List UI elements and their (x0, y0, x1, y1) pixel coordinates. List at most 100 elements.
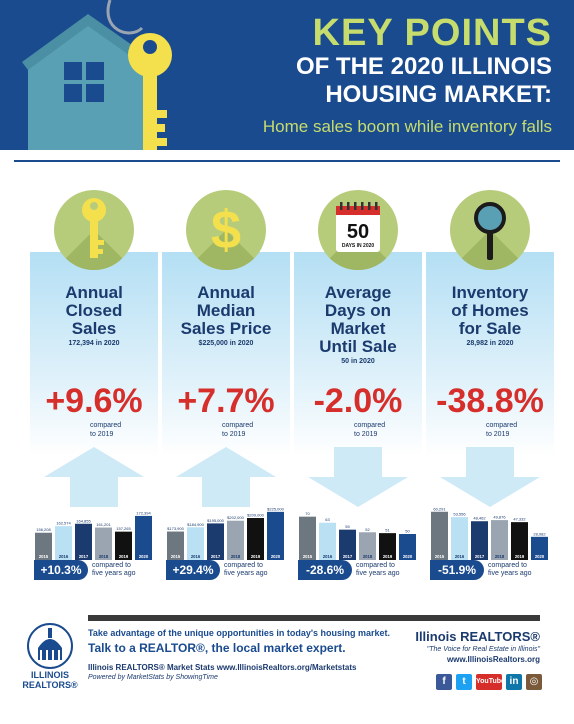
compared-line: compared (90, 422, 122, 429)
card-title-line: Median (196, 301, 256, 320)
compared-line: to 2019 (486, 431, 510, 438)
bar-year-label: 2018 (363, 554, 373, 559)
five-year-line: compared to (488, 562, 527, 569)
bar-year-label: 2020 (139, 554, 149, 559)
bar-value-label: 47,332 (513, 517, 526, 522)
header-banner: KEY POINTS OF THE 2020 ILLINOIS HOUSING … (0, 0, 574, 150)
card-compared-text: compared to 2019 (222, 421, 253, 439)
bar (55, 526, 72, 560)
youtube-icon[interactable]: YouTube (476, 674, 505, 690)
bar-value-label: 162,574 (56, 521, 71, 526)
arrow-down-icon (440, 447, 540, 507)
card-title-line: Annual (65, 283, 123, 302)
bar-year-label: 2019 (515, 554, 525, 559)
bar-value-label: 55 (345, 524, 350, 529)
five-year-text: compared to five years ago (224, 562, 268, 578)
bar-value-label: 48,462 (473, 516, 486, 521)
bar (511, 522, 528, 560)
five-year-line: five years ago (356, 570, 400, 577)
five-year-text: compared to five years ago (488, 562, 532, 578)
five-year-change: -51.9% compared to five years ago (430, 560, 550, 582)
card-title: Annual Closed Sales (30, 284, 158, 338)
card-icon-circle (450, 190, 530, 270)
bar (451, 517, 468, 560)
svg-text:$: $ (211, 200, 241, 260)
arrow-up-icon (44, 447, 144, 507)
card-title-line: Days on (324, 301, 392, 320)
bar-value-label: $173,900 (167, 526, 184, 531)
bar-value-label: $195,000 (207, 518, 224, 523)
card-title-line: Average (324, 283, 392, 302)
bar (207, 523, 224, 560)
bar-value-label: 53,556 (453, 512, 466, 517)
compared-line: to 2019 (222, 431, 246, 438)
card-compared-text: compared to 2019 (486, 421, 517, 439)
bar (95, 527, 112, 560)
bar-year-label: 2018 (495, 554, 505, 559)
footer-stats-link[interactable]: Illinois REALTORS® Market Stats www.Illi… (88, 663, 357, 672)
bar (531, 536, 548, 560)
title-line-1: KEY POINTS (312, 12, 552, 54)
title-line-2: OF THE 2020 ILLINOIS (295, 53, 552, 80)
bar-value-label: 63 (325, 517, 330, 522)
five-year-badge: +29.4% (166, 560, 220, 580)
card-change-percent: +7.7% (177, 382, 275, 420)
footer-cta-line: Take advantage of the unique opportuniti… (88, 628, 391, 638)
card-icon-circle: $ (186, 190, 266, 270)
logo-line-1: ILLINOIS (31, 670, 69, 680)
brand-name: Illinois REALTORS® (415, 629, 540, 644)
bar-year-label: 2018 (99, 554, 109, 559)
bar-year-label: 2019 (119, 554, 129, 559)
bar (319, 522, 336, 560)
bar-value-label: 52 (365, 527, 370, 532)
bar-year-label: 2015 (435, 554, 445, 559)
bar (227, 520, 244, 560)
footer-powered-by: Powered by MarketStats by ShowingTime (88, 674, 218, 681)
five-year-badge: +10.3% (34, 560, 88, 580)
card-compared-text: compared to 2019 (90, 421, 121, 439)
bar-value-label: $209,000 (247, 513, 264, 518)
bar-year-label: 2017 (475, 554, 485, 559)
card-title: Inventory of Homes for Sale (426, 284, 554, 338)
twitter-icon[interactable]: t (456, 674, 472, 690)
facebook-icon[interactable]: f (436, 674, 452, 690)
stat-card-2: 50 DAYS IN 2020 Average Days on Market Until … (294, 172, 422, 582)
house-key-icon (22, 0, 172, 150)
bar (115, 531, 132, 560)
bar (359, 532, 376, 560)
card-note: 172,394 in 2020 (68, 340, 120, 347)
dollar-icon: $ (211, 200, 241, 260)
bar-value-label: 161,201 (96, 522, 111, 527)
bar-year-label: 2017 (79, 554, 89, 559)
brand-block: Illinois REALTORS® "The Voice for Real E… (415, 629, 540, 664)
bar-year-label: 2015 (39, 554, 49, 559)
card-note: 50 in 2020 (341, 358, 375, 365)
bar (399, 534, 416, 560)
five-year-line: compared to (224, 562, 263, 569)
brand-url[interactable]: www.IllinoisRealtors.org (446, 655, 540, 664)
five-year-text: compared to five years ago (356, 562, 400, 578)
compared-line: to 2019 (354, 431, 378, 438)
bar (75, 523, 92, 560)
bar (471, 521, 488, 560)
bar-value-label: 49,876 (493, 515, 506, 520)
five-year-line: compared to (92, 562, 131, 569)
compared-line: compared (486, 422, 518, 429)
bar (187, 527, 204, 560)
stat-card-3: Inventory of Homes for Sale 28,982 in 2020 -… (426, 172, 554, 582)
linkedin-icon[interactable]: in (506, 674, 522, 690)
five-year-line: five years ago (488, 570, 532, 577)
card-title-line: Inventory (451, 283, 529, 302)
bar-value-label: 164,855 (76, 518, 91, 523)
stat-card-0: Annual Closed Sales 172,394 in 2020 +9.6% com… (30, 172, 158, 582)
instagram-icon[interactable]: ◎ (526, 674, 542, 690)
bar-year-label: 2017 (343, 554, 353, 559)
arrow-up-icon (176, 447, 276, 507)
card-title: Annual Median Sales Price (162, 284, 290, 338)
bar (267, 511, 284, 560)
bar-year-label: 2016 (191, 554, 201, 559)
card-title-line: Sales (71, 319, 117, 338)
card-change-percent: -38.8% (436, 382, 544, 420)
card-title-line: Closed (65, 301, 123, 320)
